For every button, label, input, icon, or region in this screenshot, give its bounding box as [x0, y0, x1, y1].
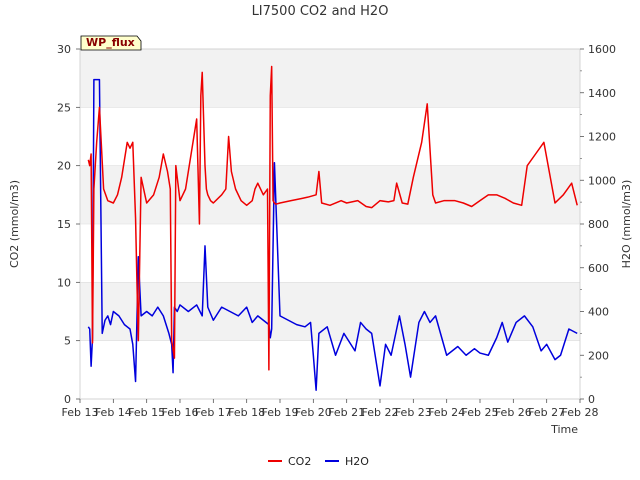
x-tick-label: Feb 24: [428, 406, 465, 419]
x-tick-label: Feb 27: [528, 406, 565, 419]
right-tick-label: 0: [588, 393, 595, 406]
right-tick-label: 200: [588, 349, 609, 362]
series-group: [87, 65, 578, 391]
legend-label-co2: CO2: [288, 455, 311, 468]
x-tick-label: Feb 16: [162, 406, 199, 419]
left-tick-label: 5: [64, 335, 71, 348]
badge-box: [80, 35, 142, 51]
badge: WP_flux: [80, 35, 142, 51]
shaded-bands: [80, 49, 580, 341]
right-tick-label: 1200: [588, 131, 616, 144]
left-tick-label: 25: [57, 101, 71, 114]
x-tick-label: Feb 14: [95, 406, 132, 419]
right-axis-label: H2O (mmol/m3): [620, 180, 633, 269]
shaded-band: [80, 165, 580, 224]
x-axis-label: Time: [550, 423, 578, 436]
x-tick-label: Feb 28: [562, 406, 599, 419]
x-tick-label: Feb 21: [328, 406, 365, 419]
right-tick-label: 1000: [588, 174, 616, 187]
right-tick-label: 400: [588, 306, 609, 319]
x-tick-label: Feb 13: [62, 406, 99, 419]
left-tick-label: 10: [57, 276, 71, 289]
x-tick-label: Feb 19: [262, 406, 299, 419]
x-tick-label: Feb 20: [295, 406, 332, 419]
x-tick-label: Feb 25: [462, 406, 499, 419]
x-tick-label: Feb 26: [495, 406, 532, 419]
left-tick-label: 20: [57, 160, 71, 173]
series-line-co2: [87, 65, 578, 371]
right-tick-label: 1600: [588, 43, 616, 56]
shaded-band: [80, 49, 580, 108]
left-axis-ticks: 0 5 10 15 20 25 30: [57, 43, 80, 406]
left-tick-label: 30: [57, 43, 71, 56]
right-axis-ticks: 0 200 400 600 800 1000 1200 1400 1600: [580, 43, 616, 406]
left-tick-label: 15: [57, 218, 71, 231]
series-line-h2o: [87, 78, 578, 391]
legend-label-h2o: H2O: [345, 455, 369, 468]
left-axis-label: CO2 (mmol/m3): [8, 180, 21, 268]
chart-title: LI7500 CO2 and H2O: [252, 4, 389, 19]
shaded-band: [80, 282, 580, 341]
x-tick-label: Feb 17: [195, 406, 232, 419]
left-tick-label: 0: [64, 393, 71, 406]
right-tick-label: 1400: [588, 87, 616, 100]
right-tick-label: 600: [588, 262, 609, 275]
x-tick-label: Feb 15: [128, 406, 165, 419]
right-tick-label: 800: [588, 218, 609, 231]
badge-text: WP_flux: [86, 36, 135, 49]
x-tick-label: Feb 23: [395, 406, 432, 419]
legend: CO2 H2O: [268, 455, 369, 468]
x-tick-label: Feb 18: [228, 406, 265, 419]
x-tick-label: Feb 22: [362, 406, 399, 419]
